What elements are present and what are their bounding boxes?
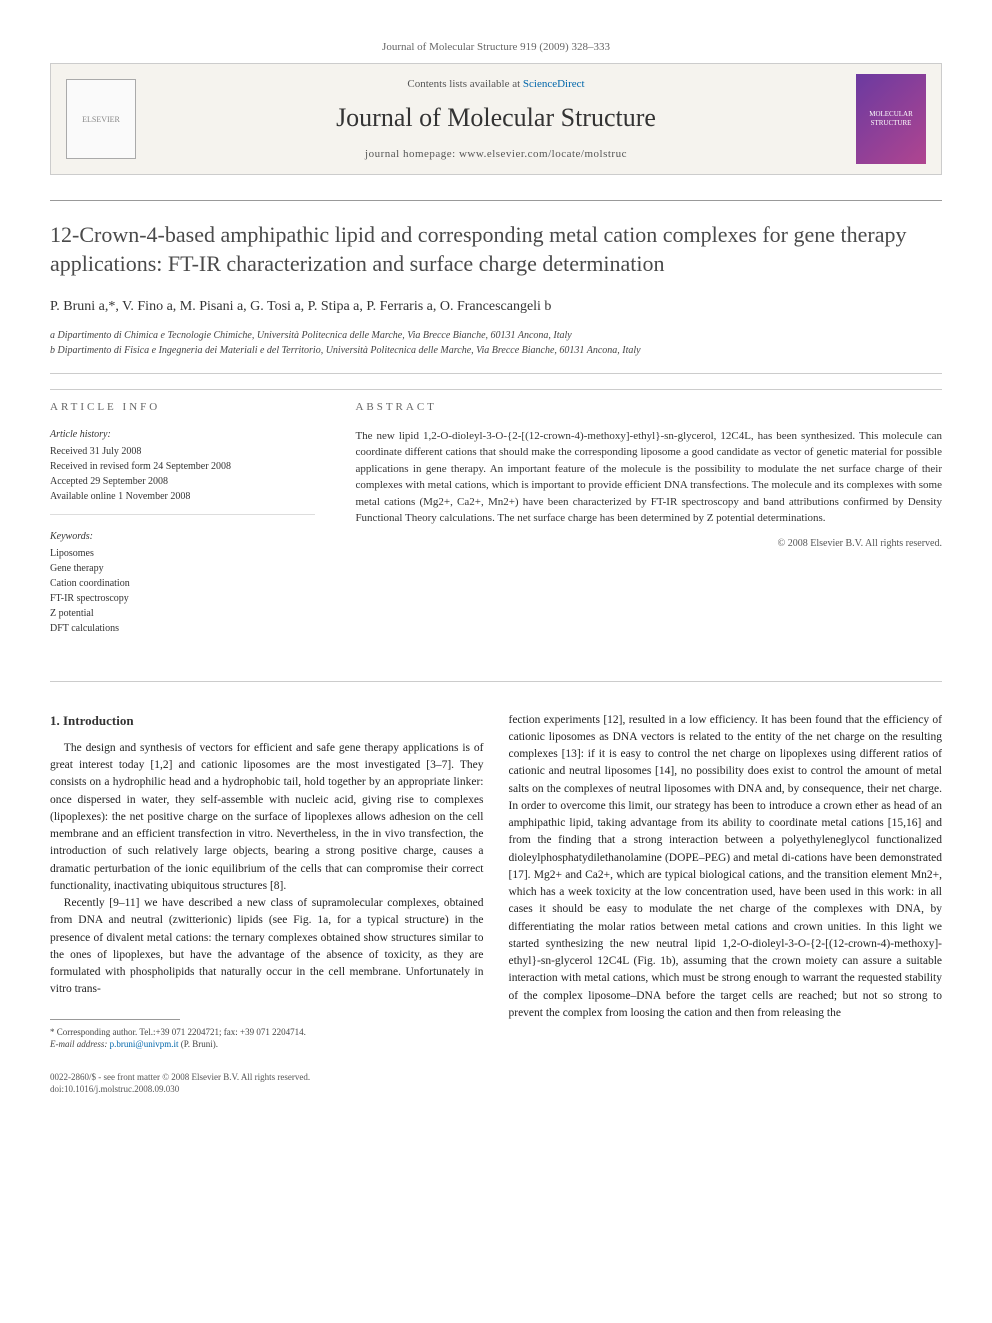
body-columns: 1. Introduction The design and synthesis… — [50, 712, 942, 1096]
history-received: Received 31 July 2008 — [50, 444, 315, 459]
corr-email-who: (P. Bruni). — [181, 1039, 218, 1049]
corresponding-author-footnote: * Corresponding author. Tel.:+39 071 220… — [50, 1026, 484, 1051]
affiliation-a: a Dipartimento di Chimica e Tecnologie C… — [50, 328, 942, 343]
keyword: Liposomes — [50, 546, 315, 561]
section-1-heading: 1. Introduction — [50, 712, 484, 730]
right-column: fection experiments [12], resulted in a … — [509, 712, 943, 1096]
abstract-text: The new lipid 1,2-O-dioleyl-3-O-{2-[(12-… — [355, 428, 942, 527]
article-info-label: ARTICLE INFO — [50, 400, 315, 415]
sciencedirect-link[interactable]: ScienceDirect — [523, 78, 585, 90]
corr-author-line: * Corresponding author. Tel.:+39 071 220… — [50, 1026, 484, 1039]
history-revised: Received in revised form 24 September 20… — [50, 459, 315, 474]
history-label: Article history: — [50, 428, 315, 442]
intro-paragraph-1: The design and synthesis of vectors for … — [50, 740, 484, 895]
contents-prefix: Contents lists available at — [407, 78, 522, 90]
footnote-separator — [50, 1019, 180, 1020]
journal-homepage[interactable]: journal homepage: www.elsevier.com/locat… — [136, 147, 856, 162]
email-label: E-mail address: — [50, 1039, 107, 1049]
article-info-panel: ARTICLE INFO Article history: Received 3… — [50, 389, 335, 660]
abstract-label: ABSTRACT — [355, 400, 942, 415]
abstract-panel: ABSTRACT The new lipid 1,2-O-dioleyl-3-O… — [335, 389, 942, 660]
intro-paragraph-3: fection experiments [12], resulted in a … — [509, 712, 943, 1023]
page-footer: 0022-2860/$ - see front matter © 2008 El… — [50, 1071, 484, 1096]
publisher-logo: ELSEVIER — [66, 79, 136, 159]
keyword: DFT calculations — [50, 621, 315, 636]
keyword: Cation coordination — [50, 576, 315, 591]
doi-line: doi:10.1016/j.molstruc.2008.09.030 — [50, 1083, 484, 1096]
intro-paragraph-2: Recently [9–11] we have described a new … — [50, 895, 484, 999]
keyword: FT-IR spectroscopy — [50, 591, 315, 606]
left-column: 1. Introduction The design and synthesis… — [50, 712, 484, 1096]
keyword: Z potential — [50, 606, 315, 621]
affiliation-b: b Dipartimento di Fisica e Ingegneria de… — [50, 343, 942, 358]
journal-name: Journal of Molecular Structure — [136, 100, 856, 136]
issn-line: 0022-2860/$ - see front matter © 2008 El… — [50, 1071, 484, 1084]
article-title: 12-Crown-4-based amphipathic lipid and c… — [50, 221, 942, 278]
title-block: 12-Crown-4-based amphipathic lipid and c… — [50, 200, 942, 374]
keyword: Gene therapy — [50, 561, 315, 576]
abstract-copyright: © 2008 Elsevier B.V. All rights reserved… — [355, 537, 942, 551]
journal-reference: Journal of Molecular Structure 919 (2009… — [50, 40, 942, 55]
corr-email-link[interactable]: p.bruni@univpm.it — [110, 1039, 179, 1049]
journal-cover-thumbnail: MOLECULAR STRUCTURE — [856, 74, 926, 164]
authors-line: P. Bruni a,*, V. Fino a, M. Pisani a, G.… — [50, 297, 942, 317]
history-accepted: Accepted 29 September 2008 — [50, 474, 315, 489]
keywords-label: Keywords: — [50, 530, 315, 544]
contents-line: Contents lists available at ScienceDirec… — [136, 77, 856, 92]
history-online: Available online 1 November 2008 — [50, 489, 315, 504]
journal-banner: ELSEVIER Contents lists available at Sci… — [50, 63, 942, 175]
